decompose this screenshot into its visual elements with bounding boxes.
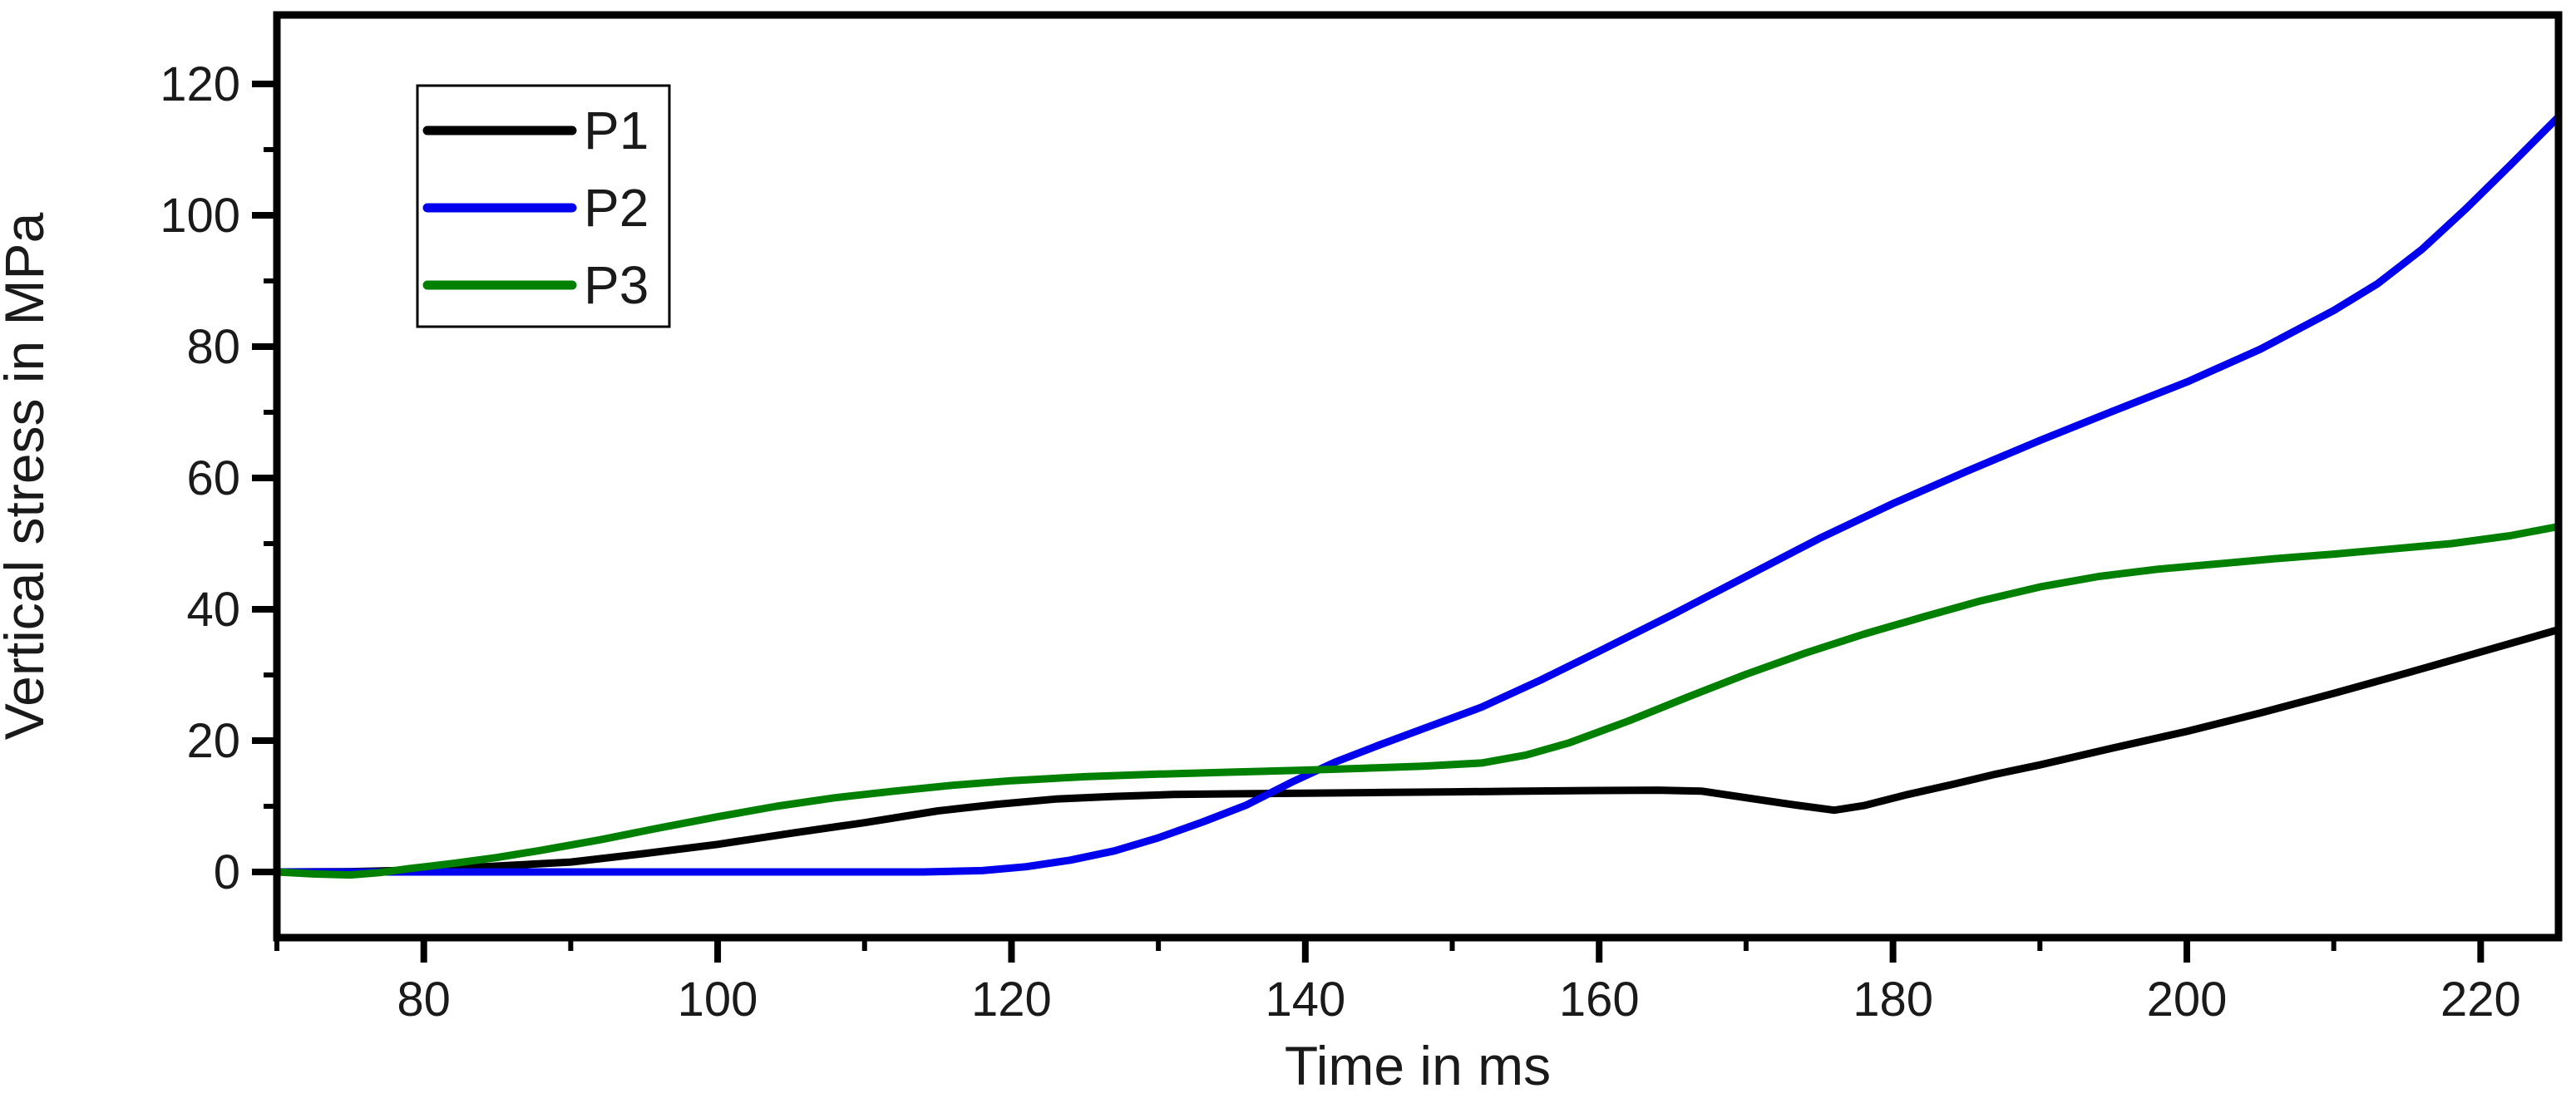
axis-tick-labels: 80 100 120 140 160 180 200 220 0 20 40 60 80 100 120 (160, 57, 2521, 1027)
series-line-P3 (273, 522, 2563, 879)
plot-frame (273, 11, 2563, 942)
legend-item: P3 (422, 255, 649, 315)
legend-item-label: P3 (584, 255, 649, 315)
x-tick-label: 100 (678, 973, 758, 1027)
data-series (273, 113, 2563, 879)
legend-item-label: P2 (584, 178, 649, 238)
y-tick-label: 40 (186, 583, 240, 637)
y-tick-label: 20 (186, 714, 240, 768)
y-axis-title: Vertical stress in MPa (0, 212, 55, 740)
legend-item-label: P1 (584, 101, 649, 160)
x-tick-label: 140 (1265, 973, 1345, 1027)
x-tick-label: 220 (2440, 973, 2521, 1027)
legend-item: P2 (422, 178, 649, 238)
x-tick-label: 120 (971, 973, 1052, 1027)
y-tick-label: 80 (186, 320, 240, 374)
y-tick-label: 0 (214, 845, 240, 899)
series-line-P1 (273, 626, 2563, 876)
y-tick-label: 60 (186, 451, 240, 505)
series-line-P2 (273, 113, 2563, 876)
legend-item: P1 (422, 101, 649, 160)
y-tick-label: 120 (160, 57, 240, 111)
y-tick-label: 100 (160, 189, 240, 243)
legend: P1 P2 P3 (416, 84, 671, 328)
x-tick-label: 160 (1559, 973, 1640, 1027)
x-axis-title: Time in ms (1285, 1035, 1551, 1096)
x-tick-label: 200 (2147, 973, 2228, 1027)
legend-items: P1 P2 P3 (422, 101, 649, 315)
x-tick-label: 180 (1853, 973, 1933, 1027)
x-tick-label: 80 (397, 973, 451, 1027)
